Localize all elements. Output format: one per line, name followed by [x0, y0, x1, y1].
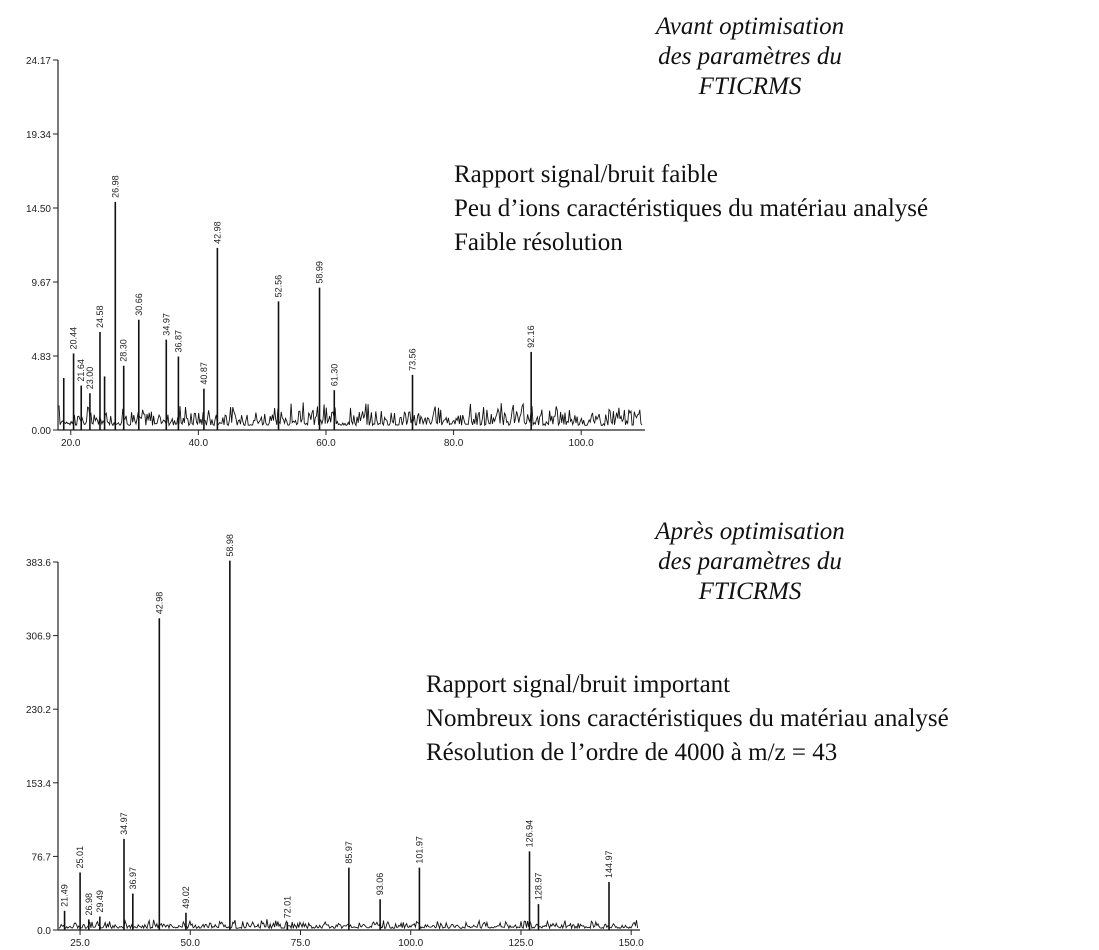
- caption-line: FTICRMS: [698, 73, 802, 100]
- caption-line: des paramètres du: [658, 43, 842, 70]
- peak-label: 85.97: [344, 841, 354, 864]
- peak-label: 128.97: [533, 873, 543, 901]
- peak-label: 29.49: [95, 890, 105, 913]
- peak-label: 49.02: [181, 886, 191, 909]
- peak-label: 24.58: [95, 305, 105, 328]
- peak-label: 58.98: [225, 534, 235, 557]
- caption-line: Après optimisation: [655, 518, 845, 545]
- notes-before: Rapport signal/bruit faible Peu d’ions c…: [454, 158, 928, 260]
- peak-label: 26.98: [84, 893, 94, 916]
- x-tick-label: 150.0: [619, 938, 644, 949]
- y-tick-label: 0.0: [37, 926, 51, 937]
- peak-label: 26.98: [110, 175, 120, 198]
- peak-label: 28.30: [119, 339, 129, 362]
- y-tick-label: 76.7: [32, 852, 52, 863]
- caption-before: Avant optimisation des paramètres du FTI…: [590, 12, 910, 102]
- y-tick-label: 19.34: [26, 130, 51, 141]
- baseline-noise: [58, 402, 643, 427]
- x-tick-label: 20.0: [61, 438, 81, 449]
- x-tick-label: 125.0: [508, 938, 533, 949]
- y-tick-label: 230.2: [26, 705, 51, 716]
- spectrum-before-chart: 0.00 4.83 9.67 14.50 19.34 24.17 20.0 40.0 60.0 8…: [26, 56, 645, 449]
- x-tick-label: 40.0: [189, 438, 209, 449]
- peak-label: 42.98: [212, 221, 222, 244]
- note-line: Rapport signal/bruit important: [426, 671, 731, 698]
- peak-label: 21.49: [60, 884, 70, 907]
- x-tick-label: 75.0: [291, 938, 311, 949]
- x-tick-label: 100.0: [398, 938, 423, 949]
- y-tick-label: 14.50: [26, 204, 51, 215]
- peak-label: 126.94: [525, 820, 535, 848]
- note-line: Nombreux ions caractéristiques du matéri…: [426, 705, 949, 732]
- peak-label: 61.30: [329, 364, 339, 387]
- y-tick-label: 0.00: [32, 426, 52, 437]
- peak-label: 92.16: [526, 325, 536, 348]
- peak-label: 34.97: [161, 313, 171, 336]
- y-tick-label: 153.4: [26, 779, 51, 790]
- peak-label: 73.56: [407, 348, 417, 371]
- peak-label: 20.44: [69, 327, 79, 350]
- peak-label: 93.06: [375, 873, 385, 896]
- note-line: Résolution de l’ordre de 4000 à m/z = 43: [426, 739, 838, 766]
- y-tick-label: 24.17: [26, 56, 51, 67]
- peak-label: 101.97: [414, 836, 424, 864]
- y-tick-label: 4.83: [32, 352, 52, 363]
- caption-line: des paramètres du: [658, 548, 842, 575]
- peak-label: 72.01: [282, 896, 292, 919]
- x-tick-label: 60.0: [316, 438, 336, 449]
- caption-line: FTICRMS: [698, 578, 802, 605]
- peak-label: 144.97: [604, 851, 614, 879]
- x-tick-label: 50.0: [181, 938, 201, 949]
- peak-label: 30.66: [134, 293, 144, 316]
- notes-after: Rapport signal/bruit important Nombreux …: [426, 668, 949, 770]
- peak-label: 36.87: [173, 330, 183, 353]
- note-line: Faible résolution: [454, 229, 623, 256]
- peak-label: 21.64: [76, 359, 86, 382]
- y-tick-label: 306.9: [26, 632, 51, 643]
- x-tick-label: 100.0: [569, 438, 594, 449]
- x-tick-label: 80.0: [444, 438, 464, 449]
- y-tick-label: 9.67: [32, 278, 52, 289]
- spectrum-after-chart: 0.0 76.7 153.4 230.2 306.9 383.6 25.0 50.0 75.0 1…: [26, 534, 644, 949]
- peak-label: 25.01: [75, 846, 85, 869]
- note-line: Peu d’ions caractéristiques du matériau …: [454, 195, 929, 222]
- caption-after: Après optimisation des paramètres du FTI…: [590, 517, 910, 607]
- peak-label: 34.97: [119, 812, 129, 835]
- caption-line: Avant optimisation: [655, 13, 845, 40]
- peak-label: 58.99: [315, 261, 325, 284]
- peak-label: 36.97: [128, 867, 138, 890]
- peak-label: 23.00: [85, 367, 95, 390]
- x-tick-label: 25.0: [70, 938, 90, 949]
- peak-label: 52.56: [274, 275, 284, 298]
- y-tick-label: 383.6: [26, 558, 51, 569]
- peak-label: 42.98: [154, 592, 164, 615]
- note-line: Rapport signal/bruit faible: [454, 161, 718, 188]
- peak-label: 40.87: [199, 362, 209, 385]
